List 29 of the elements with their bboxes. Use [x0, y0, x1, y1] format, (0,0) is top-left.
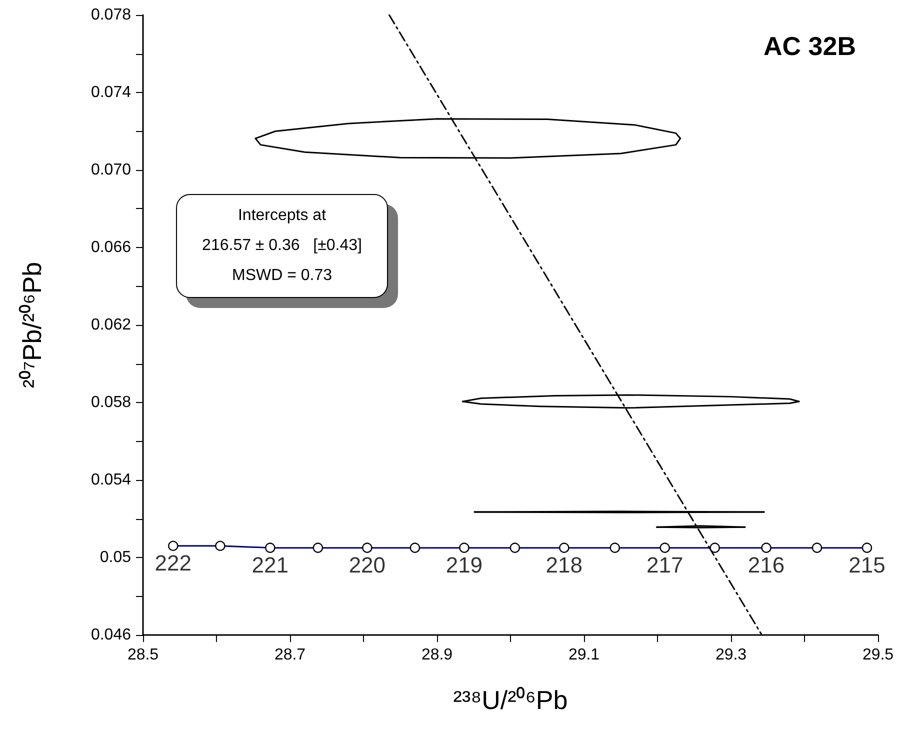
x-tick-label: 28.7: [274, 646, 306, 664]
y-axis-title: ²⁰⁷Pb/²⁰⁶Pb: [17, 262, 47, 388]
y-tick-label: 0.05: [100, 549, 132, 566]
annotation: 217: [646, 552, 684, 578]
annotation: 216.57 ± 0.36 [±0.43]: [202, 236, 362, 256]
y-tick-label: 0.046: [90, 626, 132, 644]
x-tick-label: 28.5: [127, 646, 159, 664]
annotation: MSWD = 0.73: [232, 266, 332, 286]
y-tick-label: 0.070: [90, 162, 132, 178]
x-tick-label: 29.5: [862, 646, 894, 664]
annotation: 222: [154, 550, 192, 576]
y-tick-label: 0.066: [90, 239, 132, 256]
x-axis-title: ²³⁸U/²⁰⁶Pb: [453, 685, 568, 715]
annotation: 216: [748, 552, 785, 578]
x-tick-label: 28.9: [421, 646, 453, 664]
y-tick-label: 0.054: [90, 472, 132, 488]
annotation: 220: [348, 552, 386, 578]
annotation: Intercepts at: [238, 206, 326, 226]
text: AC 32B: [764, 31, 856, 61]
annotation: 215: [848, 552, 886, 578]
annotation: 218: [546, 552, 583, 578]
y-tick-label: 0.078: [90, 6, 132, 24]
x-tick-label: 29.1: [568, 646, 600, 664]
y-tick-label: 0.058: [90, 394, 132, 411]
y-tick-label: 0.062: [90, 316, 132, 334]
x-tick-label: 29.3: [715, 646, 747, 664]
y-tick-label: 0.074: [90, 84, 132, 101]
annotation: 219: [446, 552, 483, 578]
annotation: 221: [252, 552, 289, 578]
